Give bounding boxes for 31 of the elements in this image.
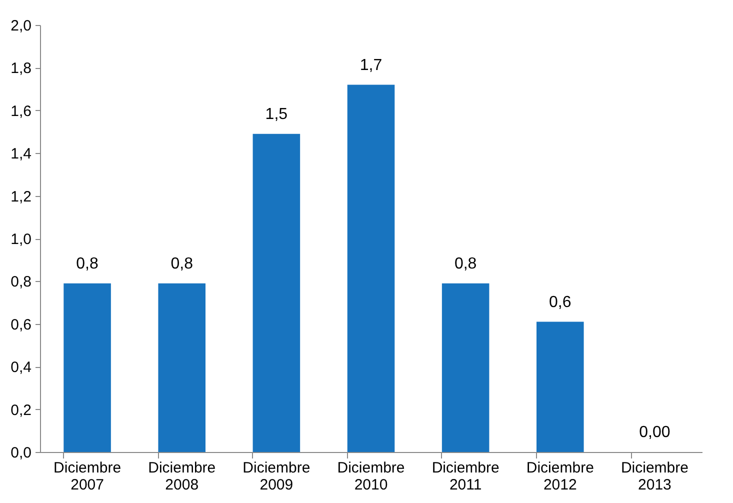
y-tick-label: 0,0 xyxy=(10,444,32,462)
bar xyxy=(158,283,206,452)
y-tick-label: 1,4 xyxy=(10,146,32,163)
y-tick-label: 0,6 xyxy=(10,316,32,334)
y-tick-label: 1,8 xyxy=(10,60,32,78)
x-tick-label: Diciembre 2007 xyxy=(54,460,122,494)
y-tick-label: 1,6 xyxy=(10,102,32,120)
y-tick-label: 0,8 xyxy=(10,274,32,291)
data-label: 0,8 xyxy=(170,255,194,272)
x-tick-label: Diciembre 2013 xyxy=(620,460,688,494)
data-label: 0,8 xyxy=(454,255,477,272)
y-tick-label: 2,0 xyxy=(10,18,32,34)
x-tick-label: Diciembre 2010 xyxy=(337,460,405,494)
y-tick-label: 1,2 xyxy=(10,188,32,206)
data-label: 0,00 xyxy=(639,424,670,441)
y-tick-label: 0,4 xyxy=(10,359,32,376)
bar xyxy=(64,283,111,452)
x-tick-label: Diciembre 2011 xyxy=(432,460,500,494)
data-label: 0,8 xyxy=(76,255,99,272)
x-tick-label: Diciembre 2008 xyxy=(148,460,216,494)
data-label: 0,6 xyxy=(549,294,572,311)
y-tick-label: 1,0 xyxy=(10,231,32,248)
x-tick-label: Diciembre 2012 xyxy=(526,460,594,494)
x-tick-label: Diciembre 2009 xyxy=(242,460,310,494)
bar xyxy=(442,283,490,452)
y-tick-label: 0,2 xyxy=(10,402,32,419)
data-label: 1,7 xyxy=(360,56,382,74)
bar xyxy=(347,84,395,452)
bar xyxy=(536,322,584,452)
data-label: 1,5 xyxy=(265,106,288,123)
bar xyxy=(252,134,300,452)
